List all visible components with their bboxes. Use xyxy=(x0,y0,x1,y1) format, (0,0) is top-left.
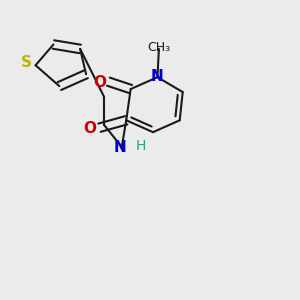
Text: S: S xyxy=(21,55,32,70)
Text: O: O xyxy=(93,75,106,90)
Text: H: H xyxy=(136,139,146,153)
Text: O: O xyxy=(83,121,97,136)
Text: CH₃: CH₃ xyxy=(147,41,170,54)
Text: N: N xyxy=(114,140,127,155)
Text: N: N xyxy=(151,69,164,84)
